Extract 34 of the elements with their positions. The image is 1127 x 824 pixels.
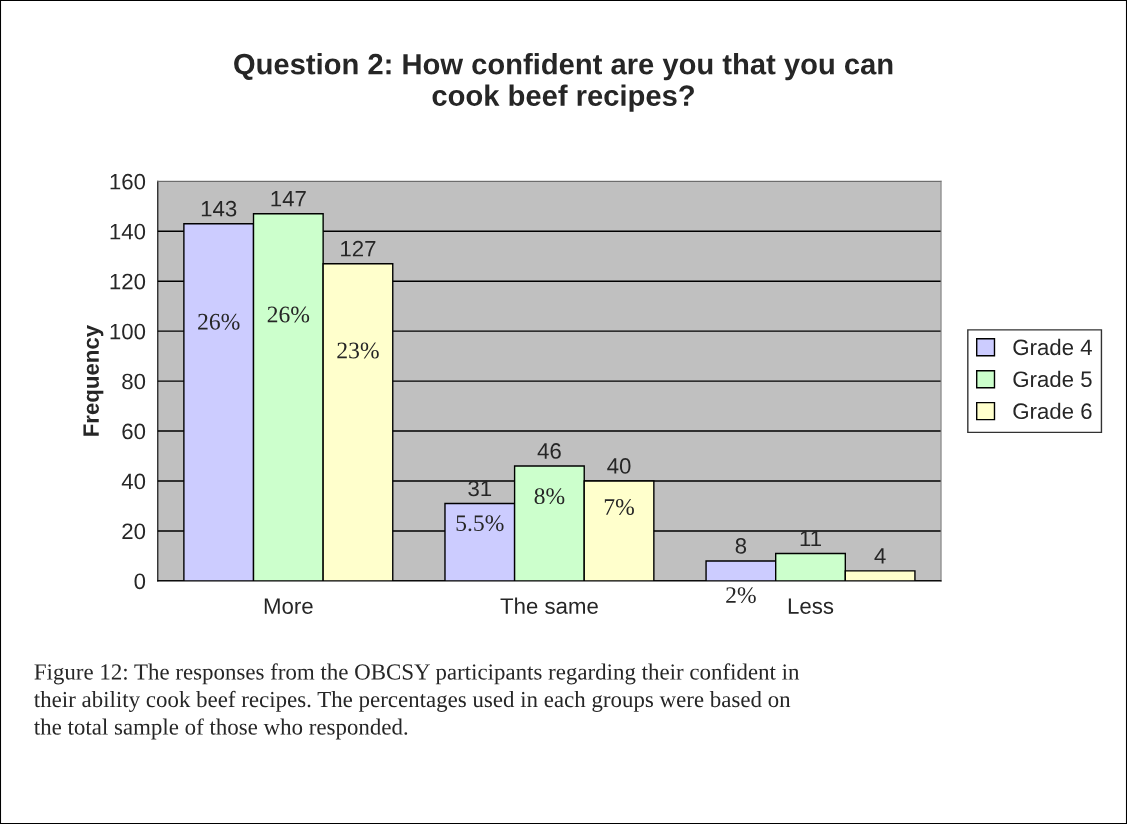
x-tick-label: The same — [500, 597, 598, 614]
y-tick-label: 100 — [110, 323, 146, 340]
legend-label: Grade 6 — [1013, 402, 1092, 420]
y-tick-label: 160 — [110, 173, 146, 190]
x-tick-label: Less — [788, 598, 834, 614]
annotation: 26% — [267, 306, 310, 323]
data-label: 11 — [800, 530, 821, 547]
caption: Figure 12: The responses from the OBCSY participants regarding their confident in their ability cook beef recipes. The percentages used in each groups were based on the total sample of those who responded. — [34, 663, 800, 740]
data-label: 8 — [735, 538, 747, 554]
y-axis-title: Frequency — [83, 325, 104, 436]
y-tick-label: 0 — [134, 573, 146, 590]
y-tick-label: 20 — [122, 523, 146, 540]
y-tick-label: 40 — [121, 473, 146, 490]
y-tick-label: 80 — [122, 373, 146, 390]
annotation: 8% — [534, 488, 565, 505]
legend-label: Grade 4 — [1013, 338, 1092, 356]
annotation: 5.5% — [456, 515, 504, 532]
data-label: 127 — [341, 240, 376, 257]
x-tick-label: More — [264, 598, 313, 614]
data-label: 40 — [607, 458, 631, 474]
data-label: 4 — [874, 548, 886, 564]
annotation: 23% — [337, 342, 379, 359]
y-tick-label: 140 — [110, 223, 146, 240]
y-tick-label: 60 — [122, 423, 146, 440]
data-label: 31 — [468, 480, 492, 497]
annotation: 7% — [604, 498, 634, 515]
text: 2% — [726, 587, 756, 604]
data-label: 143 — [201, 200, 237, 217]
y-tick-label: 120 — [110, 273, 146, 290]
annotation: 26% — [198, 313, 240, 330]
legend-label: Grade 5 — [1013, 370, 1092, 388]
chart-title: Question 2: How confident are you that you can cook beef recipes? — [234, 53, 893, 112]
data-label: 46 — [537, 443, 561, 459]
data-label: 147 — [271, 191, 306, 207]
